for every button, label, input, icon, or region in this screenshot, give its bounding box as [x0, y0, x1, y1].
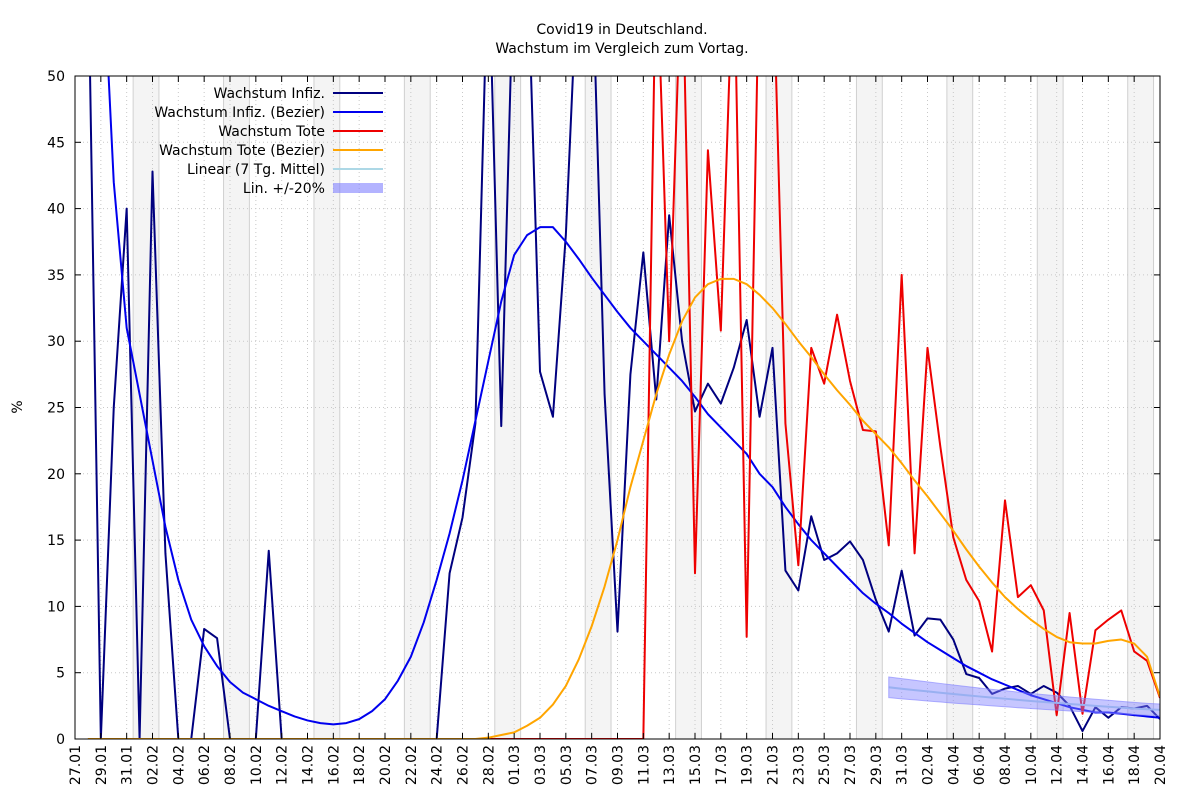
x-tick-label: 24.02: [430, 745, 446, 785]
series-line: [107, 76, 1160, 726]
x-tick-label: 16.04: [1101, 745, 1117, 785]
x-tick-label: 08.04: [998, 745, 1014, 785]
y-tick-label: 15: [47, 533, 65, 549]
weekend-band: [856, 76, 883, 739]
x-tick-label: 12.04: [1050, 745, 1066, 785]
legend-label: Linear (7 Tg. Mittel): [187, 162, 325, 178]
y-tick-label: 35: [47, 268, 65, 284]
x-tick-label: 21.03: [766, 745, 782, 785]
plot: [87, 76, 1160, 739]
y-tick-label: 20: [47, 467, 65, 483]
x-tick-label: 14.04: [1076, 745, 1092, 785]
x-tick-label: 20.02: [378, 745, 394, 785]
x-tick-label: 27.01: [68, 745, 84, 785]
y-tick-label: 10: [47, 599, 65, 615]
x-tick-label: 18.04: [1127, 745, 1143, 785]
series-line: [888, 686, 1160, 711]
x-tick-label: 23.03: [791, 745, 807, 785]
x-tick-label: 15.03: [688, 745, 704, 785]
legend: Wachstum Infiz. Wachstum Infiz. (Bezier) W…: [154, 86, 383, 197]
x-tick-label: 16.02: [326, 745, 342, 785]
axes: 0 5 10 15 20 25 30 35 40 45 50 27.01 29.01 31.01 02.02…: [47, 69, 1169, 785]
x-tick-label: 27.03: [843, 745, 859, 785]
x-tick-label: 29.03: [869, 745, 885, 785]
x-tick-label: 10.02: [249, 745, 265, 785]
x-tick-label: 31.03: [895, 745, 911, 785]
x-tick-label: 02.04: [921, 745, 937, 785]
x-tick-label: 20.04: [1153, 745, 1169, 785]
x-tick-label: 31.01: [120, 745, 136, 785]
x-tick-label: 25.03: [817, 745, 833, 785]
legend-label: Wachstum Infiz. (Bezier): [154, 105, 325, 121]
x-tick-label: 09.03: [611, 745, 627, 785]
x-tick-label: 01.03: [507, 745, 523, 785]
weekend-band: [404, 76, 431, 739]
legend-label: Wachstum Tote: [218, 124, 325, 140]
x-tick-label: 29.01: [94, 745, 110, 785]
y-axis-label: %: [10, 400, 26, 413]
x-tick-label: 13.03: [662, 745, 678, 785]
legend-label: Wachstum Tote (Bezier): [159, 143, 325, 159]
y-tick-label: 0: [56, 732, 65, 748]
x-tick-label: 26.02: [456, 745, 472, 785]
legend-swatch: [333, 183, 383, 193]
x-tick-label: 02.02: [146, 745, 162, 785]
legend-label: Lin. +/-20%: [243, 181, 325, 197]
x-tick-label: 17.03: [714, 745, 730, 785]
x-tick-label: 11.03: [636, 745, 652, 785]
y-tick-label: 50: [47, 69, 65, 85]
x-tick-label: 12.02: [275, 745, 291, 785]
series-line: [87, 76, 1160, 739]
series-line: [87, 277, 1160, 739]
y-tick-label: 25: [47, 401, 65, 417]
series-line: [89, 76, 1160, 739]
legend-label: Wachstum Infiz.: [214, 86, 325, 102]
x-tick-label: 07.03: [585, 745, 601, 785]
x-tick-label: 05.03: [559, 745, 575, 785]
y-tick-label: 40: [47, 202, 65, 218]
band: [888, 676, 1160, 717]
y-tick-label: 45: [47, 135, 65, 151]
x-tick-label: 14.02: [301, 745, 317, 785]
chart-subtitle: Wachstum im Vergleich zum Vortag.: [495, 41, 748, 57]
x-tick-label: 03.03: [533, 745, 549, 785]
x-tick-label: 04.04: [946, 745, 962, 785]
y-tick-label: 30: [47, 334, 65, 350]
x-tick-label: 19.03: [740, 745, 756, 785]
x-tick-label: 22.02: [404, 745, 420, 785]
y-tick-label: 5: [56, 666, 65, 682]
x-tick-label: 28.02: [481, 745, 497, 785]
x-tick-label: 06.04: [972, 745, 988, 785]
x-tick-label: 06.02: [197, 745, 213, 785]
x-tick-label: 18.02: [352, 745, 368, 785]
weekend-band: [1127, 76, 1154, 739]
x-tick-label: 08.02: [223, 745, 239, 785]
x-tick-label: 10.04: [1024, 745, 1040, 785]
x-tick-label: 04.02: [171, 745, 187, 785]
chart-title: Covid19 in Deutschland.: [536, 22, 707, 38]
